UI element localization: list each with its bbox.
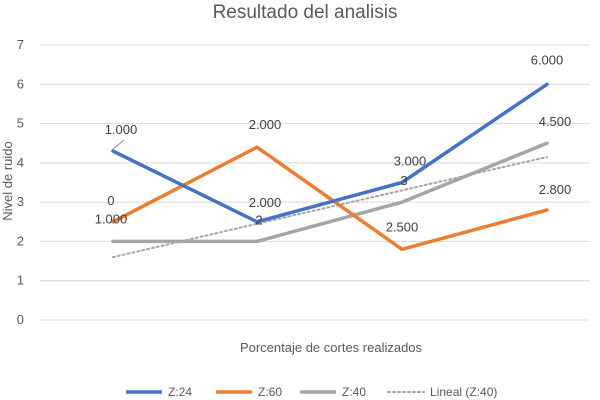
gridlines [40, 44, 590, 321]
legend: Z:24 Z:60 Z:40 Lineal (Z:40) [126, 385, 497, 399]
y-axis-ticks: 0 1 2 3 4 5 6 7 [17, 37, 24, 327]
data-label: 2.000 [249, 195, 282, 210]
data-label: 2.800 [539, 182, 572, 197]
series-line-z40 [111, 141, 549, 244]
series-layer [111, 82, 549, 252]
data-label: 3.000 [394, 154, 427, 169]
y-tick-label: 5 [17, 116, 24, 131]
y-tick-label: 0 [17, 312, 24, 327]
data-label: 4.500 [539, 114, 572, 129]
series-line-z24 [111, 82, 549, 224]
legend-entry: Z:24 [168, 385, 192, 399]
y-tick-label: 6 [17, 76, 24, 91]
y-tick-label: 4 [17, 155, 24, 170]
data-label: 2 [255, 212, 262, 227]
legend-entry: Z:40 [342, 385, 366, 399]
data-label: 6.000 [531, 52, 564, 67]
leader-line [111, 139, 125, 151]
series-line-z60 [111, 145, 549, 252]
data-label: 2.000 [249, 117, 282, 132]
chart-title: Resultado del analisis [213, 2, 398, 23]
legend-entry: Lineal (Z:40) [430, 385, 497, 399]
y-tick-label: 3 [17, 194, 24, 209]
legend-entry: Z:60 [258, 385, 282, 399]
data-label: 3 [400, 173, 407, 188]
data-labels: 1.000 2.000 3.000 6.000 0 2.000 2.500 2.800 1.00… [95, 52, 572, 234]
data-label: 0 [107, 193, 114, 208]
x-axis-label: Porcentaje de cortes realizados [240, 340, 423, 355]
y-tick-label: 2 [17, 233, 24, 248]
y-axis-label: Nivel de ruido [0, 141, 15, 221]
data-label: 1.000 [105, 122, 138, 137]
data-label: 1.000 [95, 211, 128, 226]
y-tick-label: 7 [17, 37, 24, 52]
data-label: 2.500 [386, 219, 419, 234]
y-tick-label: 1 [17, 273, 24, 288]
